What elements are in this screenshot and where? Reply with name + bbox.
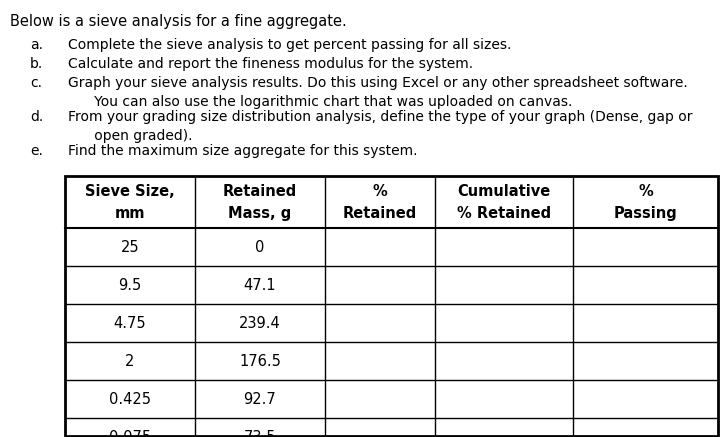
Text: From your grading size distribution analysis, define the type of your graph (Den: From your grading size distribution anal… [68,110,693,143]
Text: 176.5: 176.5 [239,354,281,370]
Text: Passing: Passing [613,206,677,221]
Text: 0.425: 0.425 [109,392,151,407]
Text: a.: a. [30,38,43,52]
Text: %: % [638,184,653,199]
Text: Cumulative: Cumulative [457,184,550,199]
Text: 92.7: 92.7 [244,392,277,407]
Text: Complete the sieve analysis to get percent passing for all sizes.: Complete the sieve analysis to get perce… [68,38,511,52]
Text: 0: 0 [256,240,265,256]
Text: c.: c. [30,76,42,90]
Text: 2: 2 [126,354,135,370]
Text: e.: e. [30,144,43,158]
Text: Mass, g: Mass, g [229,206,292,221]
Text: d.: d. [30,110,44,124]
Text: 0.075: 0.075 [109,430,151,437]
Text: 239.4: 239.4 [239,316,281,332]
Text: 47.1: 47.1 [244,278,277,294]
Text: 4.75: 4.75 [114,316,147,332]
Text: Calculate and report the fineness modulus for the system.: Calculate and report the fineness modulu… [68,57,473,71]
Bar [65,176,718,436]
Text: Graph your sieve analysis results. Do this using Excel or any other spreadsheet : Graph your sieve analysis results. Do th… [68,76,688,109]
Text: Below is a sieve analysis for a fine aggregate.: Below is a sieve analysis for a fine agg… [10,14,347,29]
Text: Retained: Retained [343,206,417,221]
Text: % Retained: % Retained [457,206,551,221]
Text: 25: 25 [121,240,139,256]
Text: 9.5: 9.5 [118,278,142,294]
Text: Retained: Retained [223,184,297,199]
Text: 73.5: 73.5 [244,430,277,437]
Text: mm: mm [115,206,145,221]
Text: %: % [372,184,388,199]
Text: Sieve Size,: Sieve Size, [85,184,175,199]
Text: b.: b. [30,57,44,71]
Text: Find the maximum size aggregate for this system.: Find the maximum size aggregate for this… [68,144,417,158]
